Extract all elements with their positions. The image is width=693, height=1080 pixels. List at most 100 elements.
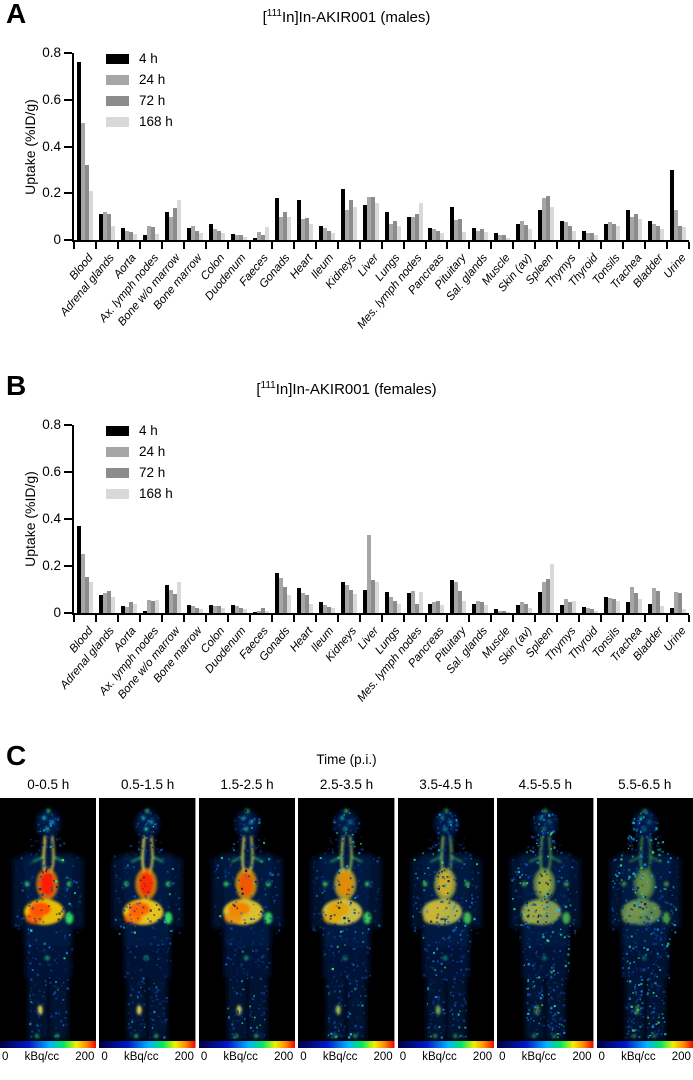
- legend-label: 4 h: [139, 51, 158, 66]
- x-axis-tick: [336, 615, 339, 622]
- x-axis-tick: [402, 615, 405, 622]
- bar-group: [160, 425, 184, 622]
- panel-a: A [111In]In-AKIR001 (males) Uptake (%ID/…: [0, 0, 693, 372]
- bar-group: [204, 425, 228, 622]
- spect-column: 0-0.5 h 0 kBq/cc 200: [0, 772, 97, 1066]
- x-axis-tick: [490, 242, 493, 249]
- bar: [300, 593, 305, 613]
- colorbar-unit: kBq/cc: [24, 1051, 60, 1063]
- bar: [348, 589, 353, 613]
- bar: [506, 611, 511, 613]
- colorbar-min: 0: [101, 1051, 108, 1063]
- bar: [374, 582, 379, 613]
- title-bracket: [: [262, 9, 267, 26]
- bar: [234, 235, 239, 240]
- bar-group: [73, 53, 96, 249]
- bar: [550, 207, 555, 240]
- y-axis-tick: [64, 612, 72, 614]
- bar: [634, 593, 639, 613]
- colorbar-caption: 0 kBq/cc 200: [597, 1048, 693, 1066]
- bar: [682, 227, 687, 240]
- colorbar-unit: kBq/cc: [123, 1051, 159, 1063]
- bar-group: [468, 53, 491, 249]
- bar-group: [424, 425, 448, 622]
- x-axis-tick: [622, 615, 625, 622]
- panel-a-title: [111In]In-AKIR001 (males): [0, 8, 693, 26]
- bar: [286, 595, 291, 613]
- bar: [476, 230, 481, 240]
- legend-label: 72 h: [139, 93, 166, 108]
- bar: [318, 602, 323, 613]
- x-axis-tick: [358, 242, 361, 249]
- x-axis-tick: [73, 615, 75, 622]
- legend-swatch: [106, 488, 129, 499]
- bar: [146, 600, 151, 613]
- bar: [604, 596, 609, 613]
- x-axis-tick: [468, 242, 471, 249]
- bar: [516, 604, 521, 613]
- y-axis-tick: [64, 192, 72, 195]
- bar: [542, 582, 547, 613]
- bar: [472, 603, 477, 613]
- legend-entry: 168 h: [106, 114, 173, 129]
- bar: [396, 225, 401, 240]
- bar: [440, 233, 445, 240]
- colorbar-unit: kBq/cc: [223, 1051, 258, 1063]
- legend-label: 168 h: [139, 114, 173, 129]
- bar: [128, 602, 133, 613]
- spect-frame-label: 4.5-5.5 h: [518, 777, 572, 792]
- bar-group: [402, 53, 426, 249]
- bar-group: [666, 53, 689, 249]
- bar: [432, 229, 437, 240]
- bar: [678, 593, 683, 613]
- bar: [498, 235, 503, 240]
- bar: [656, 225, 661, 240]
- bar: [608, 222, 613, 240]
- bar-group: [116, 53, 140, 249]
- bar: [432, 602, 437, 613]
- x-axis-tick: [292, 242, 295, 249]
- y-axis-label-males: Uptake (%ID/g): [22, 98, 38, 195]
- x-axis-tick: [468, 615, 471, 622]
- bar: [252, 611, 257, 613]
- bar: [366, 196, 371, 240]
- x-axis-tick: [490, 615, 493, 622]
- bar: [410, 216, 415, 240]
- bar-group: [160, 53, 184, 249]
- colorbar-max: 200: [174, 1051, 194, 1063]
- bar: [208, 223, 213, 240]
- bar: [502, 235, 507, 240]
- bar: [304, 217, 309, 240]
- bar: [454, 582, 459, 613]
- bar: [260, 235, 265, 240]
- panel-b: B [111In]In-AKIR001 (females) Uptake (%I…: [0, 370, 693, 744]
- bar: [80, 123, 85, 240]
- bar: [384, 211, 389, 240]
- bar: [582, 607, 587, 613]
- bar-group: [248, 53, 272, 249]
- colorbar-caption: 0 kBq/cc 200: [0, 1048, 96, 1066]
- bar: [120, 228, 125, 240]
- x-axis-tick: [512, 242, 515, 249]
- bar: [458, 218, 463, 240]
- spect-column: 5.5-6.5 h 0 kBq/cc 200: [596, 772, 693, 1066]
- bar: [638, 598, 643, 613]
- panel-c-letter: C: [6, 740, 27, 771]
- legend-entry: 72 h: [106, 465, 173, 480]
- bar-group: [578, 53, 601, 249]
- colorbar-caption: 0 kBq/cc 200: [398, 1048, 494, 1066]
- bar: [406, 593, 411, 613]
- x-axis-tick: [204, 615, 207, 622]
- y-tick-label: 0.4: [42, 511, 61, 526]
- bar-group: [534, 425, 557, 622]
- bar: [524, 603, 529, 613]
- bar: [362, 589, 367, 613]
- bar: [278, 577, 283, 613]
- spect-image: [298, 798, 395, 1048]
- x-axis-tick: [666, 242, 669, 249]
- bar: [124, 607, 129, 613]
- bar: [388, 596, 393, 613]
- legend-swatch: [106, 425, 129, 436]
- bar: [330, 233, 335, 240]
- colorbar-unit: kBq/cc: [621, 1051, 656, 1063]
